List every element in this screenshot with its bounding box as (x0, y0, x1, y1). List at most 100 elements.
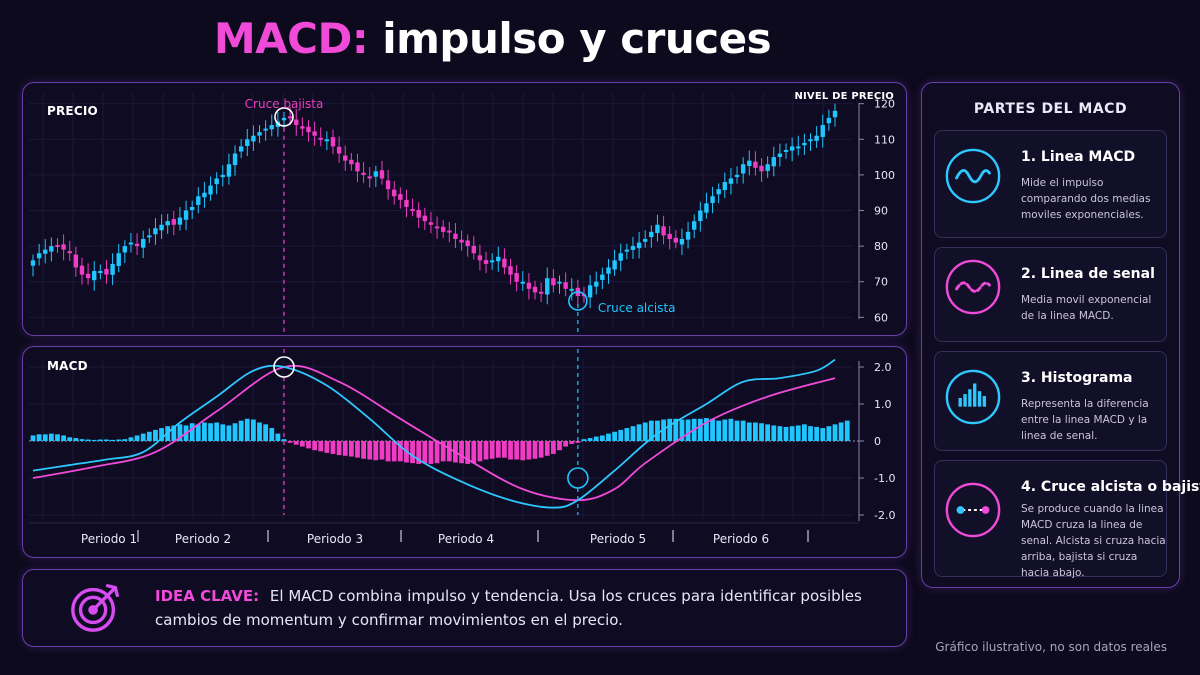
price-candle (753, 161, 758, 168)
histogram-bar (287, 441, 293, 443)
histogram-bar (318, 441, 324, 452)
histogram-bar (771, 425, 777, 441)
histogram-bar (55, 434, 60, 441)
histogram-bar (416, 441, 422, 464)
histogram-bar (740, 420, 746, 441)
histogram-bar (550, 441, 556, 454)
histogram-bar (642, 422, 648, 441)
title-accent: MACD: (213, 14, 369, 63)
histogram-bar (140, 433, 146, 441)
price-candle (612, 260, 617, 270)
price-candle (783, 149, 789, 152)
price-candle (759, 165, 764, 172)
histogram-bar (355, 441, 360, 458)
macd-label: MACD (47, 359, 88, 373)
price-candle (667, 233, 672, 239)
price-candle (245, 139, 250, 147)
histogram-bar (195, 424, 201, 441)
histogram-bar (697, 418, 703, 441)
price-candle (777, 153, 783, 157)
price-candle (318, 137, 323, 140)
histogram-bar (593, 436, 599, 441)
price-candle (796, 146, 801, 149)
price-axis-tick: 90 (874, 205, 888, 218)
histogram-bar (832, 424, 838, 441)
histogram-bar (575, 441, 581, 443)
price-candle (336, 146, 342, 154)
price-candle (226, 164, 232, 177)
price-candle (98, 271, 103, 274)
period-label: Periodo 5 (590, 532, 646, 546)
histogram-bar (385, 441, 391, 462)
price-candle (263, 128, 268, 131)
histogram-icon (945, 369, 1001, 425)
price-candle (453, 233, 458, 239)
histogram-bar (177, 424, 183, 441)
price-candle (557, 281, 562, 284)
histogram-bar (361, 441, 366, 459)
price-candle (189, 206, 195, 211)
price-candle (722, 182, 728, 191)
price-candle (471, 245, 476, 254)
price-candle (716, 189, 721, 195)
macd-axis-tick: -2.0 (874, 509, 895, 522)
price-candle (104, 268, 109, 275)
price-candle (483, 260, 489, 264)
histogram-bar (220, 424, 226, 441)
macd-parts-panel: PARTES DEL MACD 1. Linea MACD Mide el im… (921, 82, 1200, 588)
histogram-bar (612, 431, 618, 441)
histogram-bar (348, 441, 354, 457)
price-candle (447, 230, 452, 233)
wave-icon (945, 148, 1001, 204)
histogram-bar (532, 441, 538, 459)
period-label: Periodo 2 (175, 532, 231, 546)
histogram-bar (171, 425, 177, 441)
parts-title: PARTES DEL MACD (973, 101, 1128, 117)
histogram-bar (489, 441, 495, 459)
bearish-cross-circle (273, 356, 295, 378)
histogram-bar (153, 429, 158, 441)
price-candle (312, 131, 317, 136)
price-candle (410, 209, 415, 212)
price-candle (147, 235, 152, 238)
price-candle (728, 178, 734, 184)
histogram-bar (655, 420, 660, 441)
price-candle (618, 253, 623, 261)
price-candle (116, 253, 121, 266)
price-candle (673, 237, 679, 243)
price-candle (110, 263, 115, 275)
histogram-bar (440, 441, 446, 462)
price-candle (202, 192, 207, 198)
histogram-bar (673, 418, 679, 441)
histogram-bar (48, 433, 54, 441)
price-candle (832, 110, 838, 118)
price-candle (710, 196, 715, 203)
histogram-bar (471, 441, 477, 464)
part-card-signal-line: 2. Linea de senal Media movil exponencia… (934, 247, 1167, 342)
histogram-bar (820, 428, 826, 441)
histogram-bar (226, 425, 232, 441)
histogram-bar (746, 422, 752, 441)
price-candle (691, 221, 697, 230)
histogram-bar (104, 439, 109, 441)
histogram-bar (587, 438, 593, 441)
price-candle (257, 132, 262, 136)
price-axis-tick: 100 (874, 169, 895, 182)
histogram-bar (232, 423, 238, 441)
histogram-bar (777, 426, 783, 441)
price-candle (43, 249, 48, 254)
price-candle (208, 185, 213, 195)
price-candle (398, 194, 403, 200)
price-candle (826, 117, 832, 124)
price-candle (385, 180, 391, 190)
price-candle (324, 139, 330, 142)
period-label: Periodo 1 (81, 532, 137, 546)
price-candle (545, 278, 550, 295)
price-candle (287, 116, 293, 119)
histogram-bar (91, 439, 97, 441)
price-candle (814, 135, 819, 141)
histogram-bar (716, 420, 722, 441)
histogram-bar (459, 441, 464, 464)
histogram-bar (783, 426, 789, 441)
title-rest: impulso y cruces (382, 14, 772, 63)
